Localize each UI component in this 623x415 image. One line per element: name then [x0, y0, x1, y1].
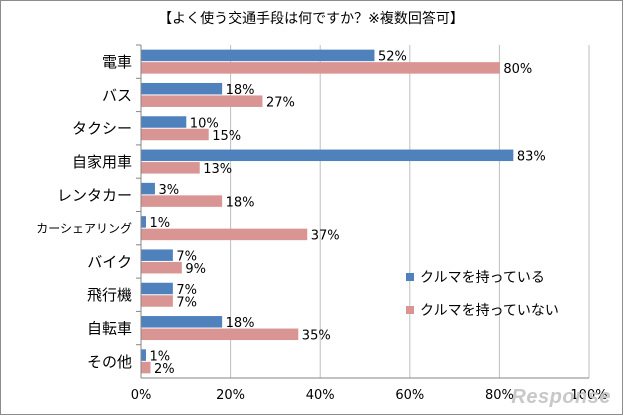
data-label: 27% — [266, 95, 295, 110]
data-label: 7% — [176, 295, 197, 310]
bar-has-car — [141, 349, 146, 361]
category-label: バス — [102, 86, 132, 104]
data-label: 3% — [158, 183, 179, 198]
bar-has-car — [141, 149, 514, 162]
x-tick-label: 0% — [131, 388, 152, 403]
chart-title: 【よく使う交通手段は何ですか？※複数回答可】 — [158, 10, 464, 27]
response-watermark: Response — [511, 386, 611, 408]
legend-label: クルマを持っていない — [420, 303, 559, 319]
bar-has-car — [141, 82, 223, 95]
bar-no-car — [141, 328, 299, 341]
bar-no-car — [141, 128, 209, 141]
data-label: 7% — [176, 283, 197, 298]
bar-no-car — [141, 261, 182, 274]
data-label: 7% — [176, 249, 197, 264]
bar-has-car — [141, 316, 223, 328]
data-label: 18% — [226, 195, 255, 210]
x-tick-label: 100% — [570, 388, 607, 403]
data-label: 18% — [226, 316, 255, 331]
data-label: 80% — [503, 62, 532, 77]
x-tick-label: 60% — [395, 388, 424, 403]
data-label: 52% — [378, 50, 407, 65]
bar-no-car — [141, 295, 173, 307]
bar-has-car — [141, 116, 187, 128]
legend-label: クルマを持っている — [420, 270, 545, 286]
legend-swatch — [406, 306, 414, 314]
bar-no-car — [141, 228, 308, 241]
data-label: 35% — [302, 329, 331, 344]
bars-layer — [141, 49, 514, 374]
category-label: タクシー — [72, 120, 132, 138]
legend-swatch — [406, 273, 414, 281]
bar-no-car — [141, 195, 223, 207]
category-label: 自家用車 — [72, 153, 132, 171]
bar-no-car — [141, 162, 200, 174]
bar-no-car — [141, 361, 151, 374]
category-label: 電車 — [102, 53, 132, 71]
data-label: 1% — [149, 349, 170, 364]
data-label: 9% — [185, 262, 206, 277]
data-label: 83% — [517, 150, 546, 165]
data-label: 37% — [311, 229, 340, 244]
x-tick-label: 40% — [306, 388, 335, 403]
x-tick-label: 80% — [485, 388, 514, 403]
bar-no-car — [141, 95, 263, 107]
category-label: カーシェアリング — [36, 221, 132, 235]
category-label: 飛行機 — [87, 286, 132, 304]
bar-has-car — [141, 282, 173, 295]
bar-has-car — [141, 182, 155, 195]
data-label: 1% — [149, 216, 170, 231]
bar-has-car — [141, 249, 173, 261]
data-label: 15% — [212, 129, 241, 144]
bar-has-car — [141, 49, 375, 62]
category-label: レンタカー — [57, 186, 132, 204]
x-tick-label: 20% — [216, 388, 245, 403]
data-label: 18% — [226, 83, 255, 98]
axis-layer: 0% 20% 40% 60% 80% 100% 電車バスタクシー自家用車レンタカーカーシェア… — [36, 44, 608, 403]
labels-layer: 52%18%10%83%3%1%7%7%18%1%80%27%15%13%18%… — [149, 50, 545, 377]
data-label: 10% — [190, 116, 219, 131]
category-label: バイク — [87, 253, 132, 271]
data-label: 13% — [203, 162, 232, 177]
bar-has-car — [141, 216, 146, 228]
category-label: その他 — [87, 353, 132, 371]
bar-no-car — [141, 62, 500, 74]
data-label: 2% — [154, 362, 175, 377]
category-label: 自転車 — [87, 319, 132, 337]
